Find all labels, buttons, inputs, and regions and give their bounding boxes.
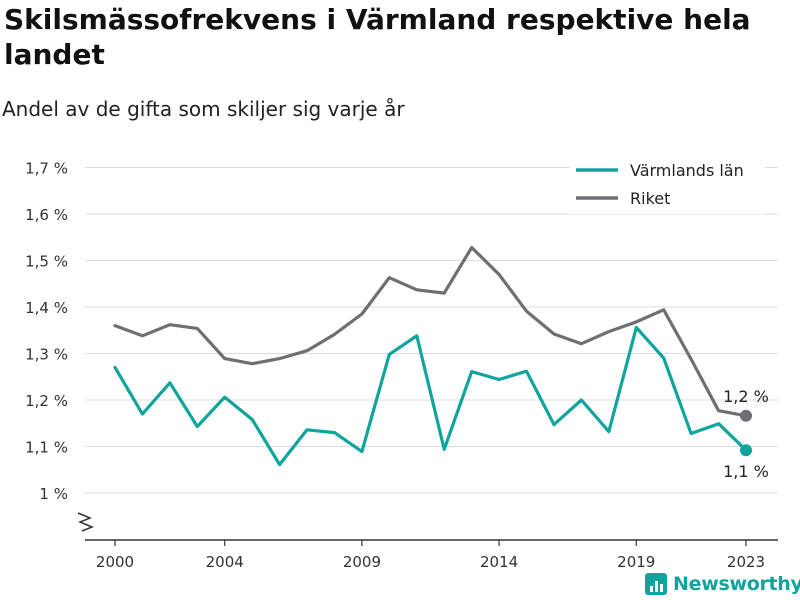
- series-end-point: [740, 444, 752, 457]
- series-line-varmland: [113, 325, 748, 467]
- series-line-riket: [113, 245, 748, 418]
- chart-subtitle: Andel av de gifta som skiljer sig varje …: [2, 97, 405, 121]
- y-tick-label: 1,3 %: [25, 346, 68, 364]
- y-tick-label: 1,1 %: [25, 439, 68, 457]
- y-tick-label: 1,2 %: [25, 392, 68, 410]
- axis-break-icon: [77, 512, 94, 532]
- x-tick-label: 2023: [727, 553, 765, 571]
- legend-label: Riket: [630, 189, 670, 208]
- x-tick-label: 2019: [617, 553, 655, 571]
- y-tick-label: 1,6 %: [25, 206, 68, 224]
- y-tick-label: 1,5 %: [25, 253, 68, 271]
- brand-name: Newsworthy: [673, 573, 800, 595]
- x-tick-label: 2014: [480, 553, 518, 571]
- brand-logo: Newsworthy: [645, 570, 800, 598]
- bar-chart-icon: [645, 573, 667, 595]
- legend-box: [570, 152, 765, 214]
- series-end-point: [740, 409, 752, 422]
- y-tick-label: 1 %: [39, 485, 68, 503]
- chart-title: Skilsmässofrekvens i Värmland respektive…: [4, 3, 751, 71]
- series-end-label: 1,2 %: [723, 387, 769, 406]
- y-tick-label: 1,7 %: [25, 160, 68, 178]
- series-end-label: 1,1 %: [723, 462, 769, 481]
- y-tick-label: 1,4 %: [25, 299, 68, 317]
- legend-label: Värmlands län: [630, 161, 744, 180]
- x-tick-label: 2009: [343, 553, 381, 571]
- x-tick-label: 2004: [206, 553, 244, 571]
- x-tick-label: 2000: [96, 553, 134, 571]
